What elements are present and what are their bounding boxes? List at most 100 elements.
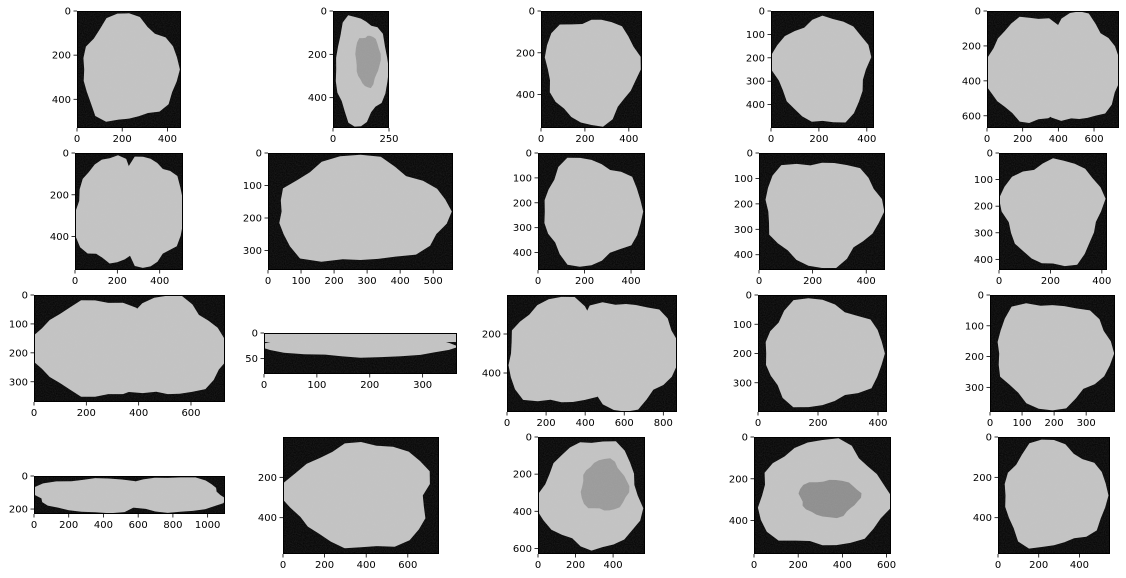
y-tick-label: 0 [22, 291, 28, 302]
x-tick-label: 400 [833, 560, 852, 571]
y-tick-label: 400 [962, 76, 981, 87]
tissue-blob [771, 11, 874, 128]
axes-frame [34, 476, 225, 514]
panel-1: 0 200 400 0 200 400 [52, 7, 181, 145]
panel-15: 0 100 200 300 0 100 200 300 [965, 291, 1115, 429]
x-tick-label: 0 [755, 418, 761, 429]
y-tick-label: 0 [986, 433, 992, 444]
x-tick-label: 400 [150, 276, 169, 287]
x-tick-label: 100 [291, 276, 310, 287]
y-tick-label: 300 [974, 228, 993, 239]
x-tick-label: 200 [113, 134, 132, 145]
x-tick-label: 0 [538, 134, 544, 145]
y-tick-label: 400 [308, 93, 327, 104]
x-tick-label: 400 [129, 408, 148, 419]
image-grain [34, 295, 225, 402]
panel-12: 0 100 200 300 0 50 [245, 329, 457, 391]
x-tick-label: 300 [358, 276, 377, 287]
x-tick-label: 400 [357, 560, 376, 571]
y-tick-label: 400 [52, 95, 71, 106]
panel-4: 0 200 400 0 100 200 300 400 [746, 7, 876, 146]
panel-6: 0 200 400 0 200 400 [50, 149, 183, 287]
panel-11: 0 200 400 600 0 100 200 300 [9, 291, 225, 419]
tissue-blob [264, 333, 457, 374]
y-tick-label: 100 [243, 181, 262, 192]
x-tick-label: 200 [59, 520, 78, 531]
x-tick-label: 200 [803, 276, 822, 287]
x-tick-label: 400 [621, 276, 640, 287]
axes-frame [75, 153, 183, 270]
y-tick-label: 300 [513, 223, 532, 234]
y-tick-label: 100 [733, 320, 752, 331]
tissue-blob [541, 11, 642, 128]
y-tick-label: 400 [729, 516, 748, 527]
y-tick-label: 400 [746, 100, 765, 111]
x-tick-label: 200 [1029, 560, 1048, 571]
x-tick-label: 1000 [195, 520, 220, 531]
y-tick-label: 400 [513, 248, 532, 259]
x-tick-label: 600 [129, 520, 148, 531]
image-grain [268, 153, 453, 270]
tissue-blob [34, 295, 225, 402]
x-tick-label: 0 [265, 276, 271, 287]
tissue-blob [507, 295, 677, 412]
y-tick-label: 400 [516, 90, 535, 101]
y-tick-label: 200 [729, 474, 748, 485]
y-tick-label: 0 [526, 149, 532, 160]
y-tick-label: 0 [747, 149, 753, 160]
y-tick-label: 0 [63, 149, 69, 160]
y-tick-label: 200 [50, 190, 69, 201]
panel-13: 0 200 400 600 800 200 400 [482, 295, 677, 429]
tissue-blob [999, 153, 1107, 270]
axes-frame [754, 437, 891, 554]
axes-frame [990, 295, 1115, 412]
axes-frame [283, 437, 439, 554]
tissue-blob [538, 437, 645, 554]
panel-7: 0 100 200 300 400 500 0 100 200 300 [243, 149, 453, 287]
y-tick-label: 200 [734, 199, 753, 210]
x-tick-label: 0 [31, 520, 37, 531]
y-tick-label: 400 [258, 513, 277, 524]
y-tick-label: 400 [973, 513, 992, 524]
panel-8: 0 200 400 0 100 200 300 400 [513, 149, 645, 287]
y-tick-label: 400 [482, 369, 501, 380]
tissue-blob [268, 153, 453, 270]
tissue-blob [538, 153, 645, 270]
y-tick-label: 200 [746, 53, 765, 64]
y-tick-label: 300 [965, 383, 984, 394]
x-tick-label: 400 [1092, 276, 1111, 287]
image-grain [34, 476, 225, 514]
tissue-blob [333, 11, 389, 128]
x-tick-label: 0 [72, 276, 78, 287]
axes-frame [268, 153, 453, 270]
y-tick-label: 0 [252, 329, 258, 340]
y-tick-label: 200 [516, 48, 535, 59]
axes-frame [759, 153, 885, 270]
image-grain [541, 11, 642, 128]
x-tick-label: 200 [108, 276, 127, 287]
axes-frame [999, 153, 1107, 270]
x-tick-label: 400 [619, 134, 638, 145]
image-grain [283, 437, 439, 554]
x-tick-label: 400 [576, 418, 595, 429]
x-tick-label: 0 [280, 560, 286, 571]
panel-2: 0 250 0 200 400 [308, 7, 399, 146]
tissue-blob [990, 295, 1115, 412]
y-tick-label: 0 [526, 433, 532, 444]
tissue-blob [283, 437, 439, 554]
x-tick-label: 400 [158, 134, 177, 145]
y-tick-label: 200 [258, 473, 277, 484]
x-tick-label: 800 [654, 418, 673, 429]
x-tick-label: 200 [315, 560, 334, 571]
y-tick-label: 0 [987, 149, 993, 160]
x-tick-label: 600 [877, 560, 896, 571]
x-tick-label: 400 [857, 134, 876, 145]
y-tick-label: 600 [513, 544, 532, 555]
y-tick-label: 100 [965, 321, 984, 332]
image-grain [771, 11, 874, 128]
x-tick-label: 200 [1041, 276, 1060, 287]
panel-19: 0 200 400 600 0 200 400 [729, 433, 896, 572]
